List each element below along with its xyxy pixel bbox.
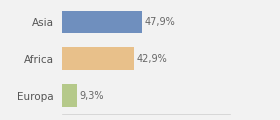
Bar — [62, 84, 77, 107]
Text: 9,3%: 9,3% — [80, 91, 104, 101]
Bar — [62, 47, 134, 70]
Text: 47,9%: 47,9% — [144, 17, 175, 27]
Bar — [62, 11, 142, 33]
Text: 42,9%: 42,9% — [136, 54, 167, 64]
